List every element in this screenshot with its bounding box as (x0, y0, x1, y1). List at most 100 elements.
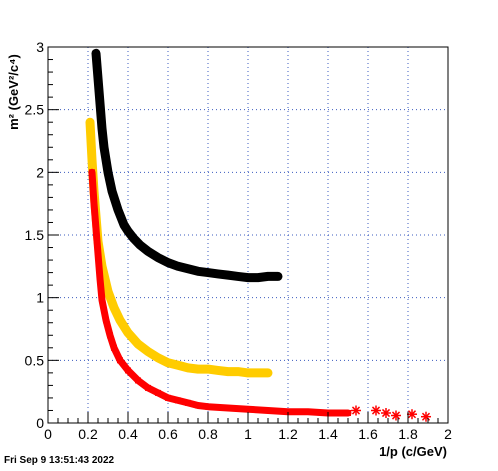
data-point (205, 366, 211, 373)
data-point (111, 304, 117, 311)
data-point (285, 408, 291, 415)
grid-lines (48, 47, 448, 423)
data-point (195, 402, 201, 409)
data-point (265, 273, 271, 280)
data-point (93, 225, 99, 232)
data-point (305, 408, 311, 415)
data-point (101, 144, 107, 151)
data-point (125, 367, 131, 374)
data-point (215, 270, 221, 277)
y-tick-label: 1.5 (25, 227, 45, 243)
x-tick-label: 0.4 (118, 426, 138, 442)
data-point (275, 273, 281, 280)
data-point (155, 254, 161, 261)
data-point (185, 399, 191, 406)
marker-stroke (371, 406, 381, 415)
data-point (185, 364, 191, 371)
data-point (255, 369, 261, 376)
data-point (225, 405, 231, 411)
data-point (91, 200, 97, 207)
data-point (135, 341, 141, 347)
x-axis-title: 1/p (c/GeV) (379, 444, 447, 459)
x-tick-label: 1.8 (398, 426, 418, 442)
data-point (351, 405, 361, 416)
data-point (175, 263, 181, 270)
marker-stroke (421, 412, 431, 421)
marker-stroke (381, 408, 391, 418)
series-band (88, 168, 352, 417)
data-point (175, 397, 181, 404)
data-point (255, 274, 261, 281)
timestamp: Fri Sep 9 13:51:43 2022 (4, 455, 115, 466)
x-tick-label: 2 (444, 426, 452, 442)
data-point (145, 348, 151, 355)
data-point (245, 274, 251, 281)
y-tick-label: 3 (36, 39, 44, 55)
data-point (265, 407, 271, 414)
data-point (135, 377, 141, 384)
series-band (85, 117, 273, 378)
y-tick-label: 2 (36, 164, 44, 180)
y-axis-title: m² (GeV²/c⁴) (6, 54, 21, 130)
data-point (185, 265, 191, 272)
data-point (381, 408, 391, 418)
data-point (225, 368, 231, 375)
data-point (245, 369, 251, 376)
data-point (371, 405, 381, 416)
data-point (105, 288, 111, 295)
x-tick-label: 0 (44, 426, 52, 442)
data-point (165, 394, 171, 401)
data-point (103, 317, 109, 324)
x-tick-label: 1 (244, 426, 252, 442)
data-point (97, 100, 103, 107)
data-point (121, 222, 127, 228)
data-point (95, 75, 101, 82)
data-point (89, 169, 95, 176)
data-point (391, 410, 401, 421)
tick-labels: 0 0.2 0.4 0.6 0.8 1 1.2 1.4 1.6 1.8 2 0 0.5 1 1.5 2 2.5 3 (25, 39, 453, 442)
marker-stroke (351, 406, 361, 415)
data-point (407, 409, 417, 420)
data-point (109, 188, 115, 195)
data-point (215, 367, 221, 374)
y-tick-label: 2.5 (25, 102, 45, 118)
data-point (145, 384, 151, 391)
data-point (117, 357, 123, 364)
data-point (111, 344, 117, 351)
data-point (137, 242, 143, 248)
data-point (95, 250, 101, 257)
x-tick-label: 1.2 (278, 426, 298, 442)
data-points (85, 48, 431, 422)
data-point (345, 410, 351, 416)
data-point (97, 275, 103, 282)
data-point (175, 362, 181, 369)
marker-stroke (407, 410, 417, 419)
data-point (155, 354, 161, 361)
data-point (205, 403, 211, 410)
data-point (131, 235, 137, 242)
data-point (125, 329, 131, 336)
x-tick-label: 0.2 (78, 426, 98, 442)
x-tick-label: 0.6 (158, 426, 178, 442)
data-point (265, 369, 271, 376)
data-point (165, 259, 171, 266)
axis-ticks (47, 46, 449, 424)
data-point (105, 169, 111, 176)
data-point (125, 228, 131, 235)
data-point (235, 368, 241, 375)
data-point (195, 366, 201, 373)
data-point (205, 269, 211, 276)
data-point (235, 273, 241, 280)
data-point (421, 411, 431, 422)
data-point (155, 389, 161, 396)
data-point (99, 125, 105, 132)
data-point (145, 248, 151, 255)
x-tick-label: 1.6 (358, 426, 378, 442)
data-point (245, 406, 251, 413)
y-tick-label: 0.5 (25, 352, 45, 368)
data-point (117, 317, 123, 324)
data-point (93, 50, 99, 57)
data-point (115, 206, 121, 213)
data-point (165, 359, 171, 366)
